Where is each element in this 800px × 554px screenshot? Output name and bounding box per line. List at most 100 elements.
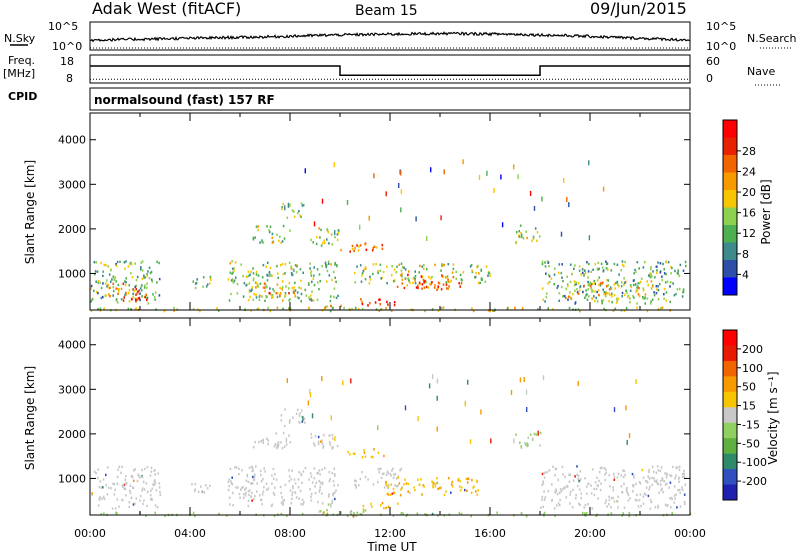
echo-cell	[144, 295, 146, 299]
echo-cell	[364, 278, 367, 281]
echo-cell	[529, 433, 532, 436]
power-ylabel: Slant Range [km]	[23, 160, 37, 264]
echo-cell	[360, 280, 363, 283]
echo-cell	[469, 265, 472, 268]
echo-cell	[134, 285, 137, 288]
echo-cell	[289, 298, 291, 301]
echo-cell	[545, 295, 548, 299]
echo-cell	[333, 162, 335, 168]
echo-cell	[518, 230, 520, 233]
echo-cell	[124, 283, 127, 287]
echo-cell	[371, 505, 373, 508]
echo-cell	[635, 379, 637, 384]
echo-cell	[205, 484, 207, 487]
echo-cell	[604, 473, 606, 476]
echo-cell	[300, 503, 302, 506]
echo-cell	[317, 435, 320, 439]
echo-cell	[99, 307, 102, 310]
echo-cell	[679, 491, 681, 495]
echo-cell	[154, 473, 156, 476]
echo-cell	[524, 443, 527, 446]
echo-cell	[627, 295, 629, 299]
echo-cell	[645, 479, 647, 483]
echo-cell	[372, 263, 375, 266]
echo-cell	[290, 265, 292, 268]
echo-cell	[314, 492, 317, 495]
echo-cell	[400, 269, 403, 272]
echo-cell	[576, 465, 578, 468]
echo-cell	[357, 249, 360, 252]
echo-cell	[327, 260, 330, 263]
echo-cell	[138, 289, 141, 292]
echo-cell	[333, 473, 336, 476]
echo-cell	[633, 296, 635, 299]
echo-cell	[243, 492, 245, 496]
echo-cell	[269, 266, 272, 270]
date-label: 09/Jun/2015	[590, 0, 687, 18]
echo-cell	[612, 489, 615, 492]
echo-cell	[106, 279, 108, 282]
cpid-label: CPID	[8, 90, 37, 103]
echo-cell	[346, 199, 349, 205]
echo-cell	[308, 306, 310, 310]
echo-cell	[678, 488, 681, 492]
echo-cell	[568, 295, 571, 299]
time-tick-label: 16:00	[474, 527, 506, 540]
echo-cell	[116, 482, 119, 485]
echo-cell	[288, 434, 290, 437]
echo-cell	[674, 497, 676, 500]
echo-cell	[140, 261, 143, 264]
echo-cell	[373, 448, 375, 451]
echo-cell	[442, 283, 445, 286]
echo-cell	[259, 282, 262, 285]
echo-cell	[225, 514, 228, 517]
echo-cell	[416, 512, 419, 515]
echo-cell	[644, 297, 646, 300]
echo-cell	[359, 244, 362, 247]
echo-cell	[237, 486, 239, 489]
echo-cell	[289, 441, 292, 444]
echo-cell	[391, 265, 393, 268]
echo-cell	[466, 481, 469, 484]
echo-cell	[599, 284, 602, 287]
echo-cell	[657, 504, 659, 508]
echo-cell	[430, 167, 432, 173]
y-tick-label: 4000	[58, 339, 86, 352]
echo-cell	[606, 292, 608, 295]
echo-cell	[587, 283, 590, 287]
echo-cell	[117, 292, 119, 295]
echo-cell	[473, 485, 475, 488]
echo-cell	[351, 247, 354, 251]
echo-cell	[354, 452, 356, 456]
colorbar-tick-label: 8	[742, 248, 749, 261]
echo-cell	[253, 292, 255, 296]
echo-cell	[130, 272, 132, 275]
echo-cell	[400, 170, 402, 176]
echo-cell	[560, 490, 563, 493]
echo-cell	[657, 297, 660, 301]
echo-cell	[536, 239, 538, 242]
echo-cell	[358, 245, 360, 248]
echo-cell	[400, 189, 403, 195]
echo-cell	[579, 285, 582, 288]
echo-cell	[297, 486, 300, 489]
cpid-text: normalsound (fast) 157 RF	[94, 93, 275, 107]
echo-cell	[331, 471, 334, 475]
echo-cell	[541, 483, 543, 487]
echo-cell	[309, 298, 311, 301]
echo-cell	[232, 271, 234, 274]
echo-cell	[486, 170, 488, 176]
echo-cell	[281, 285, 284, 289]
echo-cell	[248, 282, 251, 285]
echo-cell	[577, 281, 580, 285]
echo-cell	[369, 275, 371, 279]
echo-cell	[105, 294, 107, 297]
echo-cell	[436, 426, 438, 432]
echo-cell	[661, 278, 664, 282]
echo-cell	[124, 280, 126, 283]
time-tick-label: 08:00	[274, 527, 306, 540]
echo-cell	[659, 262, 662, 265]
echo-cell	[116, 475, 119, 479]
echo-cell	[409, 491, 411, 495]
echo-cell	[677, 489, 679, 492]
